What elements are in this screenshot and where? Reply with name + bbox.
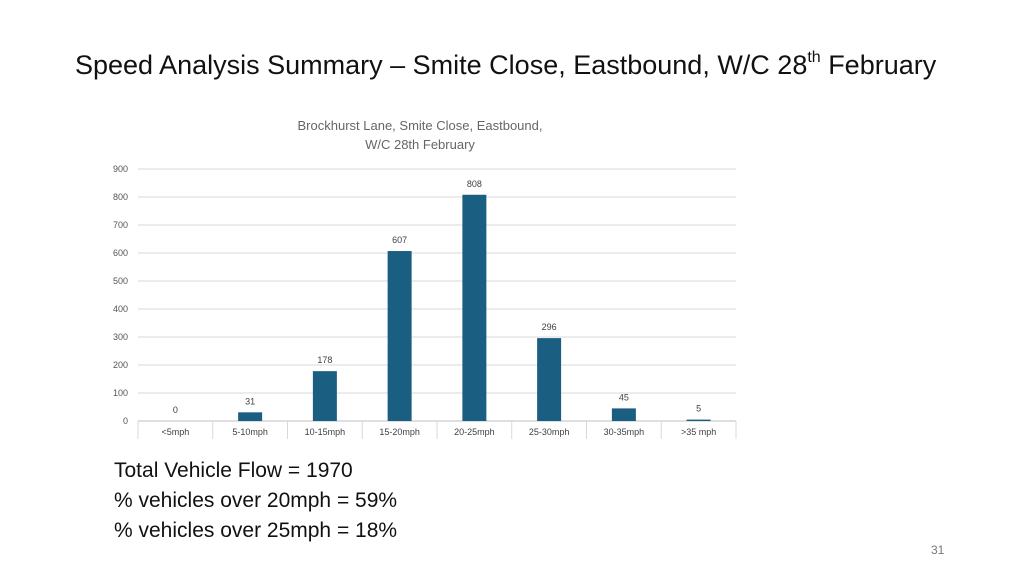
slide-title-superscript: th [807,49,821,66]
bar-7 [686,419,711,421]
bar-6 [611,408,636,421]
data-label-0: 0 [173,405,178,415]
y-tick-label-200: 200 [113,360,128,370]
bar-3 [387,251,412,421]
category-label-0: <5mph [161,427,189,437]
y-axis-ticks: 0 100 200 300 400 500 600 700 800 900 [113,164,128,426]
category-label-1: 5-10mph [232,427,268,437]
category-label-7: >35 mph [681,427,716,437]
bar-4 [462,194,487,421]
y-tick-label-0: 0 [123,416,128,426]
y-tick-label-700: 700 [113,220,128,230]
chart-title-line-2: W/C 28th February [365,137,475,152]
bar-1 [238,412,263,421]
data-label-7: 5 [696,404,701,414]
data-label-4: 808 [467,179,482,189]
bar-5 [537,338,562,421]
total-vehicle-flow: Total Vehicle Flow = 1970 [114,459,353,482]
page-number: 31 [931,543,945,557]
y-tick-label-100: 100 [113,388,128,398]
data-label-3: 607 [392,235,407,245]
data-label-5: 296 [542,322,557,332]
category-label-3: 15-20mph [379,427,420,437]
y-tick-label-900: 900 [113,164,128,174]
y-tick-label-600: 600 [113,248,128,258]
data-label-1: 31 [245,396,255,406]
category-label-2: 10-15mph [305,427,346,437]
chart-title: Brockhurst Lane, Smite Close, Eastbound,… [298,118,543,152]
slide-title: Speed Analysis Summary – Smite Close, Ea… [75,50,936,81]
percent-over-20mph: % vehicles over 20mph = 59% [114,489,398,512]
y-tick-label-400: 400 [113,304,128,314]
y-tick-label-500: 500 [113,276,128,286]
chart-bars [238,194,711,421]
chart-data-labels: 0 31 178 607 808 296 45 5 [173,179,701,415]
y-tick-label-300: 300 [113,332,128,342]
data-label-2: 178 [317,355,332,365]
y-tick-label-800: 800 [113,192,128,202]
category-label-5: 25-30mph [529,427,570,437]
percent-over-25mph: % vehicles over 25mph = 18% [114,519,398,542]
x-axis-categories: <5mph 5-10mph 10-15mph 15-20mph 20-25mph 25-3… [161,427,716,437]
chart-title-line-1: Brockhurst Lane, Smite Close, Eastbound, [298,118,543,133]
category-label-4: 20-25mph [454,427,495,437]
summary-stats: Total Vehicle Flow = 1970 % vehicles ove… [114,456,397,546]
slide-title-main: Speed Analysis Summary – Smite Close, Ea… [75,50,808,80]
chart-gridlines [137,168,737,439]
category-label-6: 30-35mph [604,427,645,437]
slide-title-tail: February [820,50,937,80]
data-label-6: 45 [619,392,629,402]
bar-2 [312,371,337,421]
